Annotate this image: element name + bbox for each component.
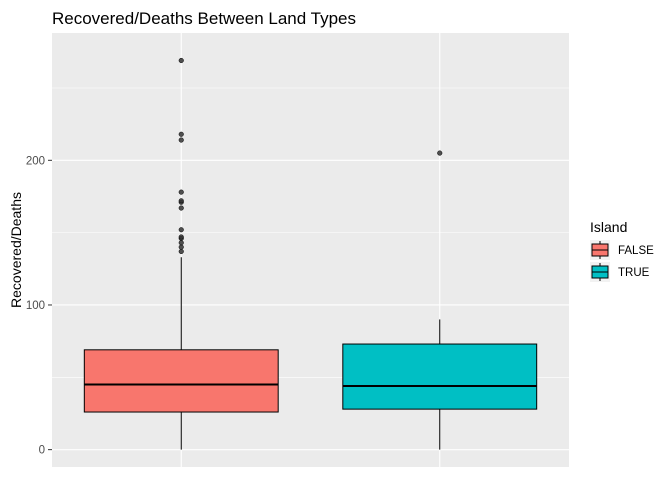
outlier-point (178, 205, 184, 211)
outlier-point (178, 227, 184, 233)
outlier-point (178, 198, 184, 204)
box-true (342, 150, 538, 450)
box-body (342, 343, 538, 410)
outlier-point (178, 248, 184, 254)
outlier-point (178, 57, 184, 64)
outlier-point (178, 131, 184, 137)
y-tick-label: 0 (39, 445, 45, 457)
legend: Island FALSE TRUE (590, 219, 654, 282)
box-false (83, 57, 279, 450)
y-axis-label: Recovered/Deaths (8, 192, 24, 308)
outlier-point (178, 189, 184, 195)
legend-label-false: FALSE (618, 245, 654, 257)
box-plots (83, 57, 538, 450)
outlier-point (178, 244, 184, 250)
outlier-point (178, 137, 184, 143)
box-body (83, 349, 279, 413)
outlier-point (437, 150, 443, 156)
y-axis-ticks: 0 100 200 (26, 155, 52, 457)
y-tick-label: 100 (26, 300, 45, 312)
chart-title: Recovered/Deaths Between Land Types (52, 9, 356, 28)
legend-key-true: TRUE (590, 262, 650, 282)
legend-label-true: TRUE (618, 267, 650, 279)
legend-key-false: FALSE (590, 240, 654, 260)
y-tick-label: 200 (26, 155, 45, 167)
outlier-point (178, 234, 184, 240)
legend-keys: FALSE TRUE (590, 240, 654, 282)
outlier-point (178, 240, 184, 246)
legend-title: Island (590, 219, 627, 235)
